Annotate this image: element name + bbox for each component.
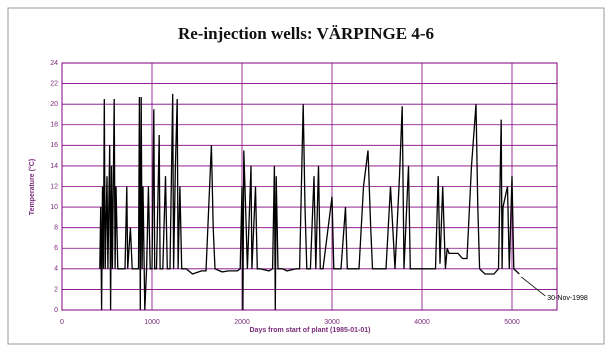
y-tick-label: 20 <box>50 101 58 108</box>
annotation-text: 30-Nov-1998 <box>547 295 588 302</box>
x-tick-label: 1000 <box>144 319 160 326</box>
x-axis-label: Days from start of plant (1985-01-01) <box>250 327 371 334</box>
y-tick-label: 2 <box>54 286 58 293</box>
y-tick-label: 22 <box>50 80 58 87</box>
chart-title: Re-injection wells: VÄRPINGE 4-6 <box>178 24 434 43</box>
y-tick-label: 8 <box>54 225 58 232</box>
chart-frame <box>7 7 605 345</box>
annotation-arrow <box>521 276 546 297</box>
x-tick-label: 0 <box>60 319 64 326</box>
y-tick-label: 14 <box>50 163 58 170</box>
y-tick-label: 16 <box>50 142 58 149</box>
y-tick-label: 12 <box>50 183 58 190</box>
x-tick-label: 5000 <box>504 319 520 326</box>
y-tick-label: 10 <box>50 204 58 211</box>
y-tick-label: 18 <box>50 122 58 129</box>
x-tick-label: 4000 <box>414 319 430 326</box>
x-tick-label: 3000 <box>324 319 340 326</box>
data-line <box>99 93 520 311</box>
y-tick-label: 4 <box>54 266 58 273</box>
y-tick-label: 6 <box>54 245 58 252</box>
y-axis-label: Temperature (°C) <box>28 159 36 215</box>
x-tick-label: 2000 <box>234 319 250 326</box>
y-tick-label: 0 <box>54 307 58 314</box>
y-tick-label: 24 <box>50 60 58 67</box>
